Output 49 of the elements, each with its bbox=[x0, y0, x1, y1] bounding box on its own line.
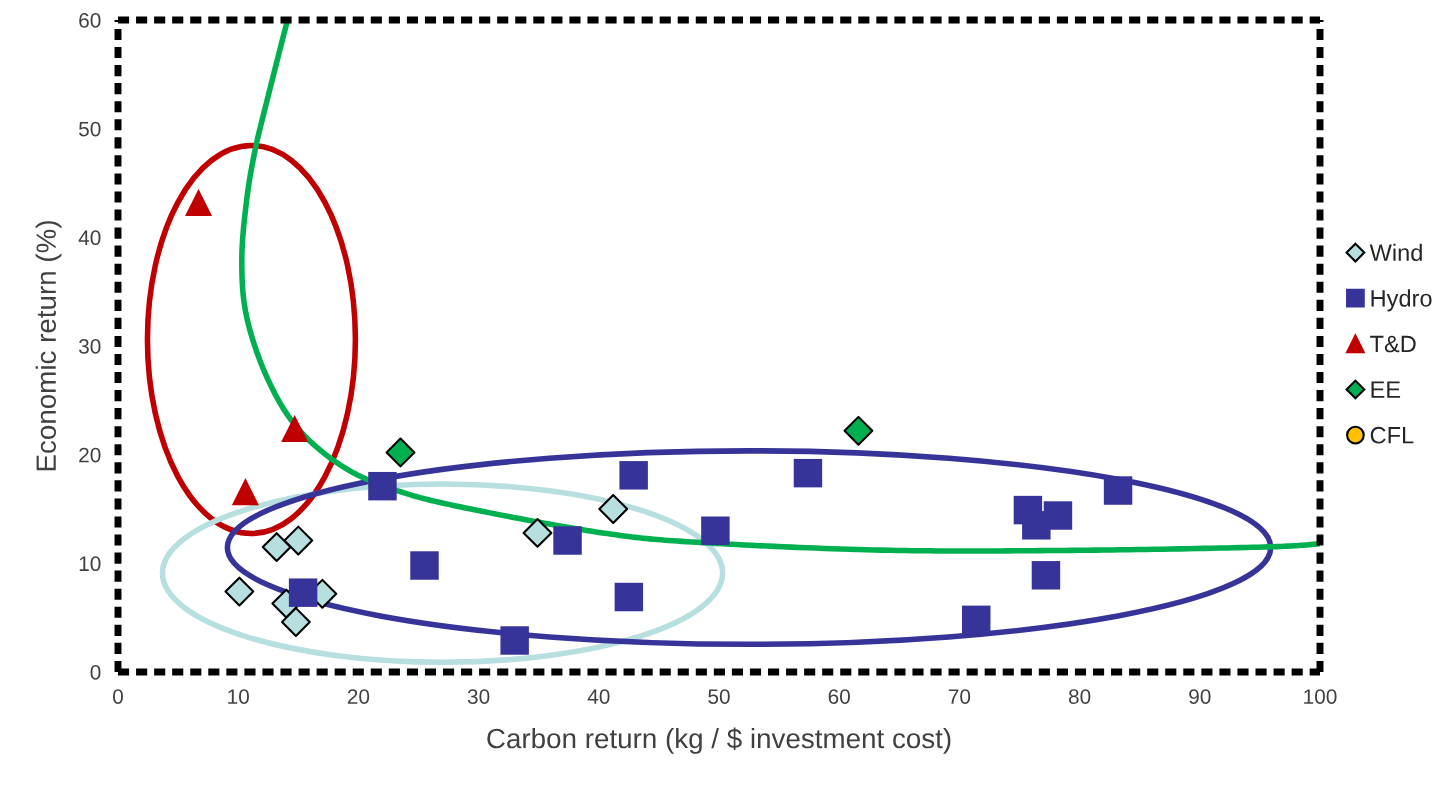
point bbox=[500, 626, 529, 655]
legend-label: CFL bbox=[1370, 426, 1414, 444]
point bbox=[553, 526, 582, 555]
point bbox=[619, 461, 648, 490]
point bbox=[368, 471, 397, 501]
point bbox=[598, 494, 629, 524]
point bbox=[281, 415, 309, 443]
point bbox=[701, 516, 730, 545]
y-tick-label: 40 bbox=[78, 230, 101, 246]
point bbox=[224, 576, 255, 607]
x-tick-label: 70 bbox=[948, 689, 971, 704]
point bbox=[793, 458, 823, 488]
x-tick-label: 0 bbox=[113, 689, 123, 704]
point bbox=[962, 605, 991, 635]
x-tick-label: 80 bbox=[1068, 689, 1091, 704]
x-tick-label: 60 bbox=[828, 689, 850, 704]
point bbox=[1031, 561, 1061, 590]
y-tick-label: 50 bbox=[79, 121, 101, 137]
point bbox=[1043, 501, 1073, 530]
point bbox=[1103, 476, 1133, 505]
point bbox=[261, 532, 292, 562]
x-tick-label: 20 bbox=[347, 689, 370, 704]
point bbox=[283, 525, 314, 556]
x-tick-label: 30 bbox=[467, 689, 490, 704]
y-tick-label: 30 bbox=[78, 339, 101, 354]
point bbox=[288, 578, 318, 607]
y-tick-label: 20 bbox=[79, 447, 101, 463]
point bbox=[231, 478, 259, 506]
x-tick-label: 10 bbox=[228, 689, 249, 704]
legend-label: Wind bbox=[1369, 243, 1422, 262]
x-axis-title: Carbon return (kg / $ investment cost) bbox=[487, 727, 951, 754]
point bbox=[843, 415, 874, 446]
point bbox=[410, 551, 439, 580]
y-tick-label: 10 bbox=[79, 556, 101, 572]
y-axis-title: Economic return (%) bbox=[35, 221, 62, 471]
point bbox=[522, 517, 553, 548]
point bbox=[385, 437, 416, 468]
x-tick-label: 90 bbox=[1189, 689, 1211, 704]
x-tick-label: 40 bbox=[587, 689, 610, 704]
legend-label: Hydro bbox=[1371, 289, 1432, 312]
x-tick-label: 50 bbox=[708, 689, 730, 704]
x-tick-label: 100 bbox=[1304, 689, 1337, 704]
y-tick-label: 0 bbox=[90, 665, 101, 680]
point bbox=[185, 189, 213, 217]
legend-label: EE bbox=[1371, 381, 1401, 398]
point bbox=[280, 607, 311, 637]
point bbox=[614, 582, 644, 612]
y-tick-label: 60 bbox=[79, 13, 101, 28]
legend-label: T&D bbox=[1370, 335, 1416, 353]
